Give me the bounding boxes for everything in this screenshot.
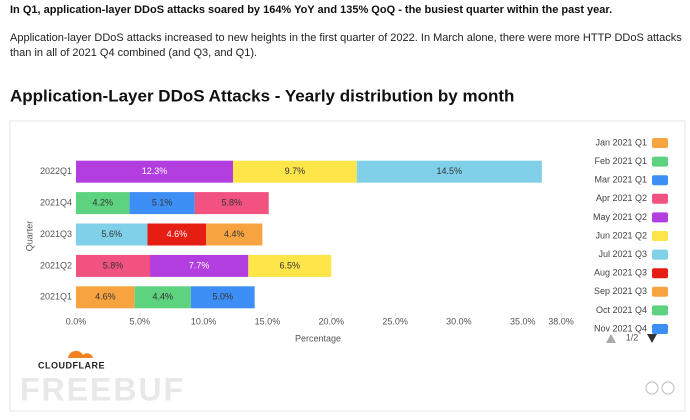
- legend-swatch: [652, 138, 668, 148]
- x-tick-label: 10.0%: [191, 316, 217, 326]
- bar-segment: [150, 254, 249, 277]
- bar-segment: [76, 160, 233, 183]
- legend-label: Jun 2021 Q2: [595, 230, 647, 240]
- legend-page: 1/2: [626, 332, 639, 342]
- highlight: In Q1, application-layer DDoS attacks so…: [10, 4, 612, 16]
- y-tick-label: 2021Q3: [40, 229, 72, 239]
- bar-segment: [134, 286, 191, 309]
- legend-swatch: [652, 268, 668, 279]
- legend-label: Jan 2021 Q1: [595, 137, 647, 147]
- y-tick-label: 2021Q4: [40, 197, 72, 207]
- bar-segment: [76, 254, 151, 277]
- logo-cloud: [68, 350, 93, 358]
- value-label: 5.8%: [103, 260, 124, 270]
- bar-segment: [190, 286, 255, 309]
- icon[interactable]: [661, 381, 675, 395]
- legend-label: Sep 2021 Q3: [594, 286, 647, 296]
- x-tick-label: 35.0%: [510, 316, 536, 326]
- legend-swatch: [652, 193, 668, 204]
- x-tick-label: 20.0%: [318, 316, 344, 326]
- value-label: 14.5%: [437, 166, 463, 176]
- legend-next[interactable]: [647, 334, 657, 343]
- value-label: 5.1%: [152, 197, 173, 207]
- value-label: 4.6%: [95, 292, 116, 302]
- legend-swatch: [652, 156, 668, 167]
- legend-swatch: [652, 249, 668, 260]
- bar-segment: [76, 223, 148, 246]
- y-tick-label: 2021Q1: [40, 292, 72, 302]
- heading: Application-Layer DDoS Attacks - Yearly …: [10, 86, 514, 105]
- legend-label: Mar 2021 Q1: [594, 175, 647, 185]
- value-label: 4.4%: [153, 292, 174, 302]
- bar-segment: [356, 160, 542, 183]
- legend-prev[interactable]: [606, 334, 616, 343]
- legend-swatch: [652, 286, 668, 297]
- legend-label: Feb 2021 Q1: [594, 156, 647, 166]
- legend-swatch: [652, 324, 668, 334]
- bar-segment: [147, 223, 207, 246]
- value-label: 12.3%: [142, 166, 168, 176]
- legend-swatch: [652, 305, 668, 316]
- legend-label: May 2021 Q2: [593, 212, 647, 222]
- legend-swatch: [652, 175, 668, 186]
- y-tick-label: 2022Q1: [40, 166, 72, 176]
- x-tick-label: 0.0%: [66, 316, 87, 326]
- x-axis-label: Percentage: [295, 333, 341, 343]
- legend-label: Apr 2021 Q2: [596, 193, 647, 203]
- bar-segment: [232, 160, 357, 183]
- bar-segment: [76, 286, 135, 309]
- x-tick-label: 25.0%: [382, 316, 408, 326]
- paragraph: Application-layer DDoS attacks increased…: [10, 32, 682, 59]
- value-label: 9.7%: [285, 166, 306, 176]
- legend-label: Oct 2021 Q4: [596, 305, 647, 315]
- bar-segment: [76, 192, 130, 215]
- value-label: 6.5%: [280, 260, 301, 270]
- icon[interactable]: [645, 381, 659, 395]
- watermark: FREEBUF: [20, 371, 185, 407]
- legend-label: Nov 2021 Q4: [594, 323, 647, 333]
- value-label: 4.4%: [224, 229, 245, 239]
- value-label: 5.6%: [101, 229, 122, 239]
- y-axis-label: Quarter: [24, 221, 34, 252]
- bar-segment: [248, 254, 332, 277]
- x-tick-label: 15.0%: [255, 316, 281, 326]
- x-tick-label: 30.0%: [446, 316, 472, 326]
- x-tick-label: 38.0%: [548, 316, 574, 326]
- value-label: 5.8%: [221, 197, 242, 207]
- value-label: 4.2%: [93, 197, 114, 207]
- y-tick-label: 2021Q2: [40, 260, 72, 270]
- legend-label: Jul 2021 Q3: [598, 249, 647, 259]
- x-tick-label: 5.0%: [130, 316, 151, 326]
- value-label: 5.0%: [213, 292, 234, 302]
- bar-segment: [129, 192, 195, 215]
- legend-swatch: [652, 231, 668, 241]
- logo: CLOUDFLARE: [38, 360, 105, 370]
- legend-label: Aug 2021 Q3: [594, 268, 647, 278]
- legend-swatch: [652, 212, 668, 223]
- value-label: 4.6%: [167, 229, 188, 239]
- bar-segment: [206, 223, 263, 246]
- bar-segment: [194, 192, 269, 215]
- value-label: 7.7%: [189, 260, 210, 270]
- chart-frame: [9, 120, 686, 412]
- paragraph-box: Application-layer DDoS attacks increased…: [10, 32, 682, 59]
